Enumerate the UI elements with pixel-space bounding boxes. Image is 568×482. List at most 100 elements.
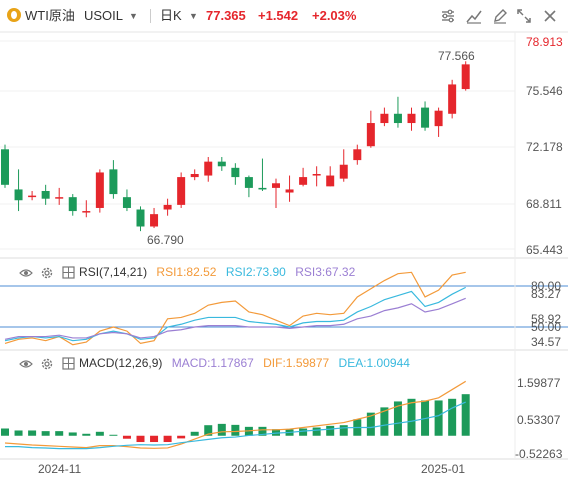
macd-bar — [258, 426, 267, 436]
dif-line — [4, 380, 467, 449]
symbol-dropdown-icon[interactable]: ▼ — [129, 11, 138, 21]
macd-bar — [461, 394, 470, 436]
macd-bar — [407, 398, 416, 436]
candle-body — [82, 211, 91, 213]
oil-logo-icon — [7, 8, 21, 22]
header-divider — [150, 9, 151, 23]
macd-bar — [1, 428, 9, 436]
candlestick-series[interactable] — [1, 61, 470, 232]
candle-body — [258, 187, 267, 190]
candle-body — [407, 113, 416, 124]
draw-icon[interactable] — [466, 8, 482, 24]
eye-icon[interactable] — [19, 266, 33, 280]
period-dropdown-icon[interactable]: ▼ — [189, 11, 198, 21]
candle-body — [326, 175, 335, 187]
macd-bar — [14, 430, 23, 436]
macd-bar — [55, 431, 64, 436]
macd-bar — [326, 425, 335, 436]
price-axis-label: 72.178 — [526, 140, 563, 154]
date-axis-label: 2025-01 — [421, 462, 465, 476]
macd-bar — [163, 435, 172, 443]
rsi-axis-label: 50.00 — [531, 320, 561, 334]
macd-bar — [393, 401, 402, 436]
macd-bar — [204, 425, 213, 436]
macd-bar — [448, 398, 457, 436]
candle-body — [366, 123, 375, 147]
candle-body — [204, 161, 213, 176]
candle-body — [28, 195, 37, 198]
instrument-code[interactable]: USOIL — [84, 8, 124, 23]
macd-bar — [190, 431, 199, 436]
dea-value: DEA:1.00944 — [338, 356, 410, 370]
candle-body — [312, 173, 321, 176]
gear-icon[interactable] — [40, 266, 54, 280]
rsi-lines — [4, 271, 466, 346]
rsi-title: RSI(7,14,21) — [79, 265, 148, 279]
macd-bar — [217, 423, 226, 436]
rsi-line-rsi2 — [4, 286, 466, 342]
period-select[interactable]: 日K — [160, 8, 182, 23]
date-axis-label: 2024-11 — [38, 462, 81, 476]
candle-body — [95, 172, 104, 208]
macd-bar — [339, 425, 348, 436]
candle-body — [68, 197, 77, 212]
macd-bar — [109, 434, 118, 436]
pen-icon[interactable] — [492, 8, 508, 24]
candle-body — [1, 149, 9, 185]
fullscreen-icon[interactable] — [516, 8, 532, 24]
settings-icon[interactable] — [440, 8, 456, 24]
candle-body — [41, 190, 50, 199]
candle-body — [299, 177, 308, 185]
dea-line — [5, 401, 466, 450]
macd-bar — [41, 431, 50, 436]
price-change: +1.542 — [258, 8, 299, 23]
candle-body — [217, 161, 226, 167]
high-price-marker: 77.566 — [438, 49, 475, 63]
macd-bar — [272, 429, 280, 436]
rsi-legend: RSI(7,14,21) RSI1:82.52 RSI2:73.90 RSI3:… — [0, 264, 355, 280]
macd-bar — [380, 407, 389, 436]
rsi-line-rsi1 — [4, 271, 466, 346]
candle-body — [285, 189, 294, 193]
macd-axis-label: 1.59877 — [517, 376, 561, 390]
rsi1-value: RSI1:82.52 — [156, 265, 217, 279]
candle-body — [434, 110, 443, 127]
chart-header: WTI原油 USOIL ▼ 日K ▼ 77.365 +1.542 +2.03% — [0, 0, 568, 32]
rsi3-value: RSI3:67.32 — [295, 265, 356, 279]
candle-body — [272, 183, 280, 188]
candle-body — [122, 197, 131, 208]
macd-axis-label: -0.52263 — [515, 447, 563, 461]
gear-icon[interactable] — [40, 357, 54, 371]
macd-title: MACD(12,26,9) — [79, 356, 163, 370]
macd-bar — [95, 431, 104, 436]
candle-body — [231, 167, 240, 178]
macd-bar — [366, 412, 375, 436]
macd-bar — [434, 400, 443, 436]
macd-bar — [68, 432, 77, 436]
macd-bar — [122, 435, 131, 439]
macd-bar — [299, 428, 308, 436]
eye-icon[interactable] — [19, 357, 33, 371]
dif-value: DIF:1.59877 — [263, 356, 330, 370]
current-price: 77.365 — [206, 8, 246, 23]
instrument-name[interactable]: WTI原油 — [25, 8, 75, 23]
macd-series — [1, 380, 470, 450]
rsi-line-rsi3 — [4, 297, 466, 340]
macd-bar — [82, 433, 91, 436]
low-price-marker: 66.790 — [147, 233, 184, 247]
macd-bar — [28, 430, 37, 436]
price-change-percent: +2.03% — [312, 8, 357, 23]
candle-body — [448, 84, 457, 114]
panel-icon[interactable] — [62, 266, 75, 279]
panel-icon[interactable] — [62, 357, 75, 370]
price-axis-label-max: 78.913 — [526, 35, 563, 49]
candle-body — [353, 149, 362, 161]
close-icon[interactable] — [542, 8, 558, 24]
price-axis-label: 65.443 — [526, 243, 563, 257]
rsi-axis-label: 58.92 — [531, 312, 561, 326]
candle-body — [55, 197, 64, 199]
candle-body — [393, 113, 402, 124]
candle-body — [421, 107, 430, 128]
macd-axis-label: 0.53307 — [517, 413, 561, 427]
